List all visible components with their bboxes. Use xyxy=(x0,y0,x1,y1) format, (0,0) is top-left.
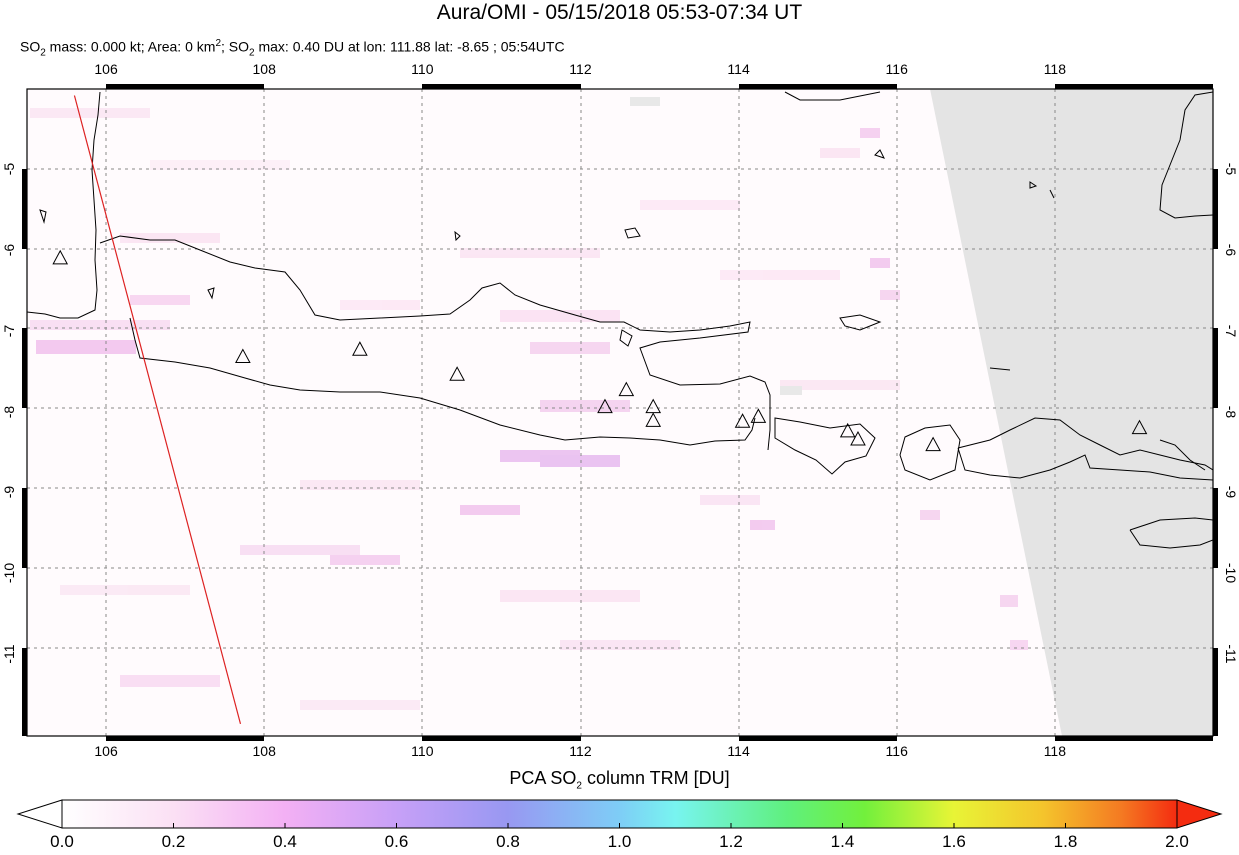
volcano-icon xyxy=(839,422,856,438)
x-tick-label-top: 108 xyxy=(252,61,276,77)
volcano-icon xyxy=(235,348,251,364)
colorbar-tick-label: 1.4 xyxy=(830,832,855,851)
coast-islands-small xyxy=(39,149,1055,371)
x-tick-label-top: 114 xyxy=(727,61,750,77)
so2-max-text: max: 0.40 DU at lon: 111.88 lat: -8.65 ;… xyxy=(254,38,565,55)
colorbar-tick-label: 1.8 xyxy=(1053,832,1078,851)
coast-madura xyxy=(839,314,882,331)
so2-pixel-streaks xyxy=(30,97,1028,710)
colorbar xyxy=(16,799,1223,829)
volcano-icon xyxy=(449,366,465,381)
y-tick-label-left: -7 xyxy=(1,324,17,337)
area-superscript: 2 xyxy=(215,38,221,49)
y-tick-label-right: -8 xyxy=(1223,405,1239,418)
x-tick-label-top: 116 xyxy=(885,61,908,77)
x-tick-label-bottom: 110 xyxy=(411,743,434,759)
colorbar-tick-label: 1.2 xyxy=(719,832,743,851)
y-tick-label-left: -6 xyxy=(1,243,17,256)
colorbar-tick-label: 0.2 xyxy=(161,832,186,851)
volcano-markers xyxy=(52,249,1148,452)
coast-sumba xyxy=(1129,517,1213,549)
volcano-icon xyxy=(352,341,368,356)
coastlines xyxy=(27,91,1213,549)
colorbar-tick-label: 0.8 xyxy=(496,832,520,851)
colorbar-tick-label: 1.0 xyxy=(607,832,632,851)
map-title: Aura/OMI - 05/15/2018 05:53-07:34 UT xyxy=(436,1,803,24)
colorbar-tick-label: 0.0 xyxy=(50,832,74,851)
x-tick-label-bottom: 114 xyxy=(727,743,750,759)
map-subtitle: SO2 mass: 0.000 kt; Area: 0 km2; SO2 max… xyxy=(20,35,565,62)
colorbar-title-prefix: PCA SO xyxy=(509,768,577,788)
coast-java-north xyxy=(99,235,771,451)
volcano-icon xyxy=(597,398,613,414)
so2-max-subscript: 2 xyxy=(249,47,255,59)
volcano-icon xyxy=(52,249,69,265)
y-tick-label-left: -10 xyxy=(1,563,17,584)
orbit-track-line xyxy=(73,95,242,725)
no-data-region xyxy=(930,89,1213,736)
x-tick-label-top: 118 xyxy=(1043,61,1067,77)
y-tick-label-left: -9 xyxy=(1,486,17,499)
y-tick-label-right: -5 xyxy=(1223,162,1239,176)
coast-sulawesi xyxy=(1159,91,1213,219)
coast-lombok xyxy=(899,424,961,481)
volcano-icon xyxy=(925,436,941,452)
x-tick-label-bottom: 108 xyxy=(252,743,276,759)
graticule xyxy=(27,89,1213,736)
map-frame xyxy=(26,88,1214,737)
colorbar-title-suffix: column TRM [DU] xyxy=(581,768,730,788)
volcano-icon xyxy=(850,430,866,446)
colorbar-tick-marks xyxy=(61,823,1178,828)
y-tick-label-left: -11 xyxy=(1,644,17,664)
x-tick-label-bottom: 118 xyxy=(1043,743,1067,759)
coast-flores-edge xyxy=(1159,439,1206,471)
volcano-icon xyxy=(618,381,635,397)
colorbar-tick-label: 0.4 xyxy=(273,832,297,851)
x-tick-label-top: 112 xyxy=(569,61,592,77)
colorbar-tick-label: 1.6 xyxy=(942,832,966,851)
so2-max-prefix: ; SO xyxy=(221,38,250,55)
mass-area-text: mass: 0.000 kt; Area: 0 km xyxy=(45,38,216,55)
colorbar-tick-label: 2.0 xyxy=(1165,832,1189,851)
colorbar-title-subscript: 2 xyxy=(576,780,582,792)
x-tick-label-top: 110 xyxy=(411,61,434,77)
y-tick-label-left: -5 xyxy=(1,162,17,176)
coast-sumbawa xyxy=(957,417,1213,481)
coast-java-south xyxy=(129,317,756,446)
map-plot-area xyxy=(27,89,1213,736)
coast-kalimantan xyxy=(784,91,881,101)
x-tick-label-bottom: 116 xyxy=(885,743,908,759)
colorbar-over-arrow xyxy=(1176,799,1223,829)
coast-bali xyxy=(774,417,876,475)
coast-sumatra xyxy=(27,91,101,319)
colorbar-tick-label: 0.6 xyxy=(384,832,409,851)
y-tick-label-right: -9 xyxy=(1223,486,1239,499)
x-tick-label-bottom: 112 xyxy=(569,743,592,759)
y-tick-label-right: -10 xyxy=(1223,563,1239,584)
volcano-icon xyxy=(1131,419,1148,435)
so2-mass-label: SO xyxy=(20,38,41,55)
colorbar-under-arrow xyxy=(16,799,63,829)
colorbar-title: PCA SO2 column TRM [DU] xyxy=(0,768,1239,792)
y-tick-label-right: -7 xyxy=(1223,324,1239,337)
volcano-icon xyxy=(645,412,662,427)
y-tick-label-right: -11 xyxy=(1223,644,1239,664)
axis-tick-bars xyxy=(22,84,1218,741)
x-tick-label-top: 106 xyxy=(94,61,118,77)
x-tick-label-bottom: 106 xyxy=(94,743,118,759)
so2-subscript: 2 xyxy=(40,47,46,59)
volcano-icon xyxy=(750,408,767,423)
y-tick-label-right: -6 xyxy=(1223,243,1239,256)
y-tick-label-left: -8 xyxy=(1,405,17,418)
volcano-icon xyxy=(734,413,751,428)
